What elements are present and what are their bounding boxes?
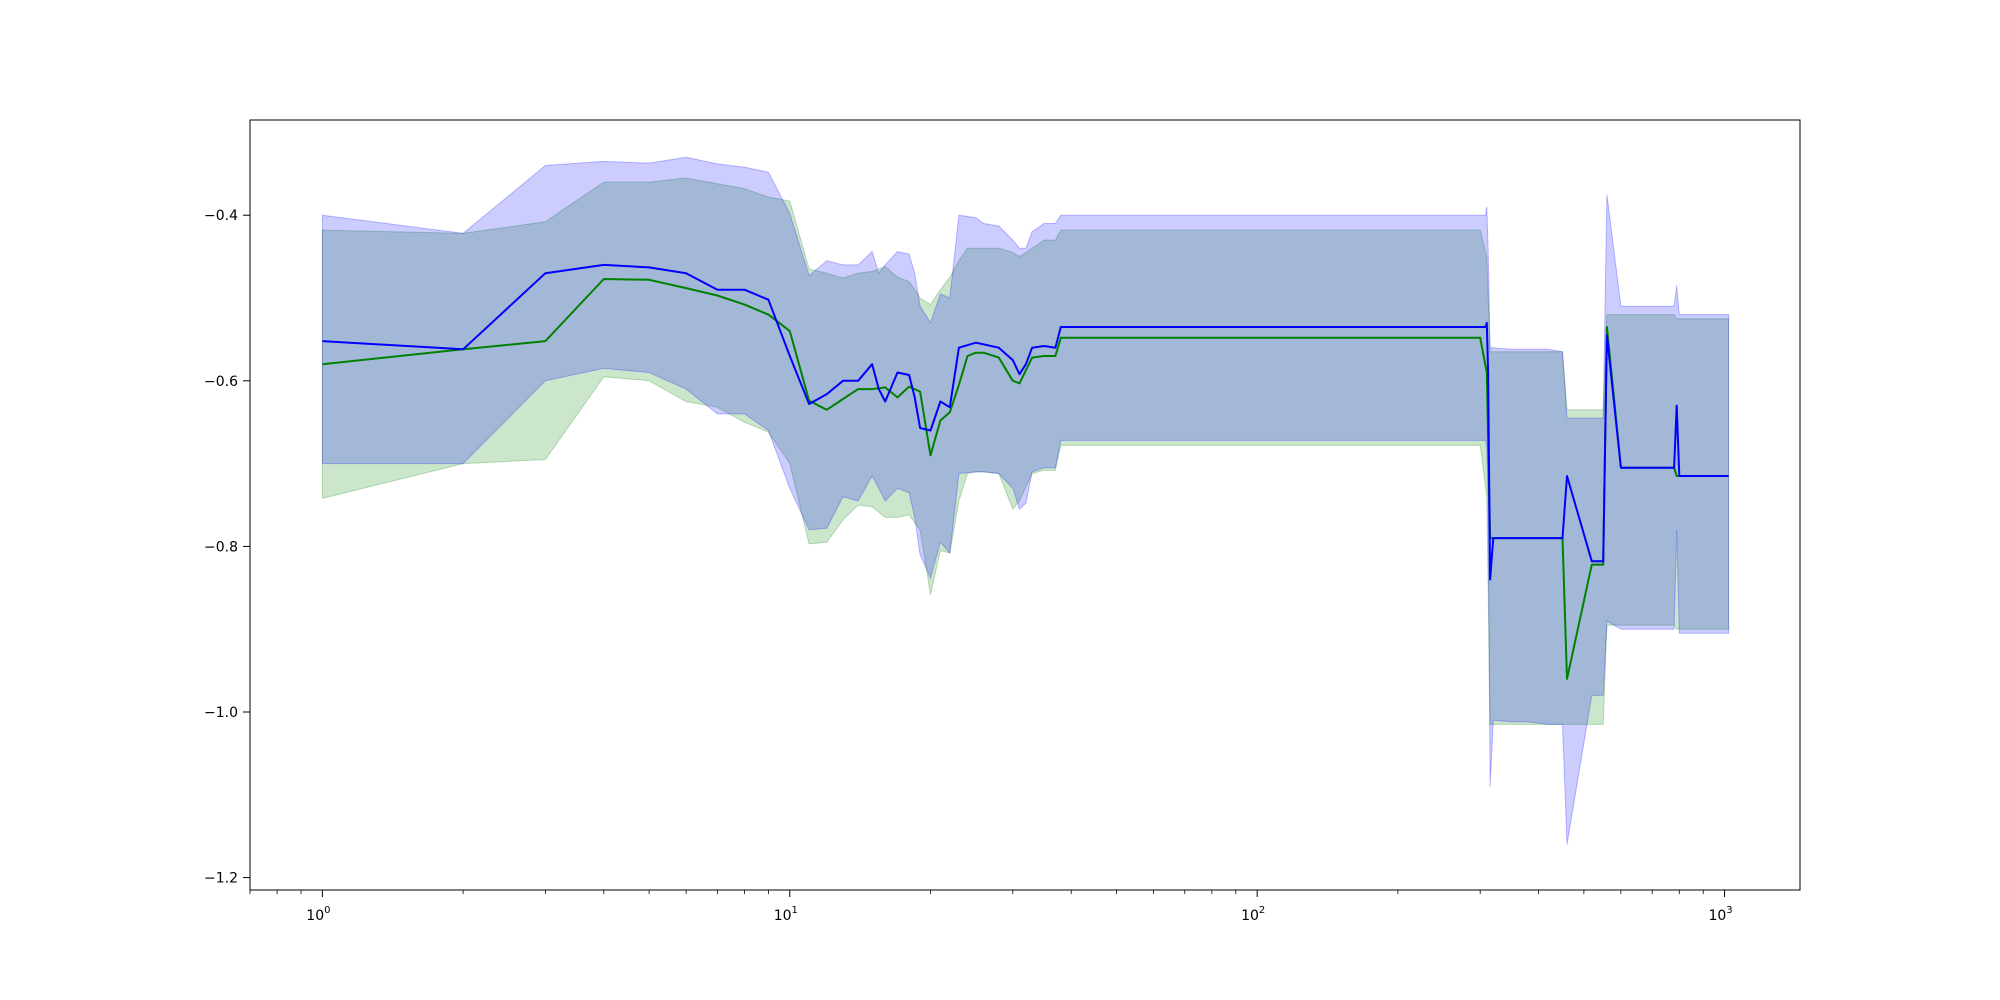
y-tick-label: −1.2 <box>204 871 238 887</box>
x-tick-base: 10 <box>1241 908 1259 924</box>
confidence-band-1 <box>321 177 1730 725</box>
confidence-band-2 <box>321 156 1730 845</box>
confidence-bands <box>321 156 1730 845</box>
y-axis: −0.4 −0.6 −0.8 −1.0 −1.2 <box>204 208 250 887</box>
x-tick-exponent: 1 <box>792 905 798 916</box>
x-tick-label: 100 <box>306 905 330 924</box>
series-line-2 <box>322 263 1729 581</box>
y-tick-label: −1.0 <box>204 705 238 721</box>
x-axis: 100 101 102 103 <box>249 890 1733 924</box>
plot-frame <box>249 119 1801 891</box>
x-tick-exponent: 3 <box>1726 905 1732 916</box>
x-tick-label: 101 <box>774 905 798 924</box>
y-tick-label: −0.6 <box>204 374 238 390</box>
x-tick-exponent: 0 <box>324 905 330 916</box>
series-lines <box>322 263 1729 680</box>
x-tick-base: 10 <box>306 908 324 924</box>
x-tick-label: 103 <box>1708 905 1732 924</box>
x-tick-base: 10 <box>774 908 792 924</box>
y-tick-label: −0.4 <box>204 208 238 224</box>
series-line-1 <box>322 278 1729 680</box>
x-tick-label: 102 <box>1241 905 1265 924</box>
x-tick-base: 10 <box>1708 908 1726 924</box>
y-tick-label: −0.8 <box>204 539 238 555</box>
x-tick-exponent: 2 <box>1259 905 1265 916</box>
